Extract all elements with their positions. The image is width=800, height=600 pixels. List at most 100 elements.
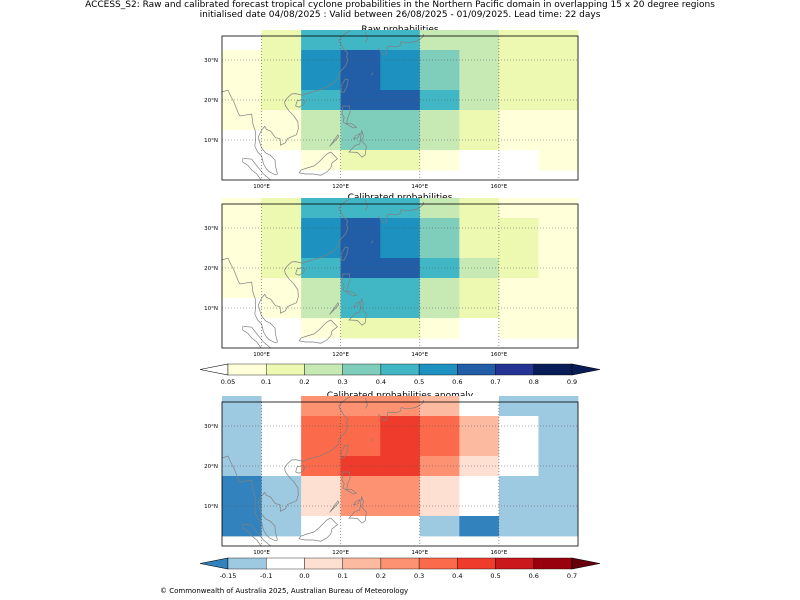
heatmap-cell <box>222 70 262 91</box>
coastline <box>221 30 351 176</box>
heatmap-cell <box>419 496 460 517</box>
y-tick-label: 30°N <box>204 424 218 430</box>
heatmap-cell <box>419 416 460 437</box>
heatmap-cell <box>459 198 500 219</box>
coastline <box>348 130 367 158</box>
coastline <box>348 298 367 326</box>
heatmap-cell <box>380 516 421 537</box>
figure-subtitle: initialised date 04/08/2025 : Valid betw… <box>199 10 601 20</box>
map-frame <box>221 401 579 547</box>
heatmap-cell <box>538 476 579 497</box>
coastline <box>221 198 351 344</box>
coastline <box>298 517 339 542</box>
heatmap-cell <box>538 516 579 537</box>
colorbar-tick-label: 0.3 <box>414 572 424 580</box>
y-tick-label: 10°N <box>204 138 218 144</box>
heatmap-cell <box>459 496 500 517</box>
heatmap-cell <box>538 318 579 339</box>
coastline <box>242 325 262 349</box>
heatmap-cell <box>459 150 500 171</box>
heatmap-cell <box>261 278 302 299</box>
colorbar-tick-label: 0.2 <box>376 572 386 580</box>
heatmap-cell <box>538 396 579 417</box>
heatmap-cell <box>459 90 500 111</box>
heatmap-cell <box>301 30 342 51</box>
heatmap-cell <box>261 476 302 497</box>
colorbar-segment <box>533 557 573 570</box>
coastline <box>221 396 351 542</box>
heatmap-cell <box>419 110 460 131</box>
coastline <box>341 273 358 297</box>
colorbar-tick-label: 0.8 <box>529 378 539 386</box>
colorbar-tick-label: 0.7 <box>490 378 500 386</box>
heatmap-cell <box>380 150 421 171</box>
heatmap-cell <box>222 456 262 477</box>
heatmap-cell <box>498 150 539 171</box>
colorbar-anomaly: -0.15 -0.1 0.0 0.1 0.2 0.3 0.4 0.5 0.6 0.7 <box>199 557 601 580</box>
colorbar-tick-label: 0.1 <box>261 378 271 386</box>
heatmap-cell <box>301 278 342 299</box>
x-tick-label: 160°E <box>491 184 508 190</box>
coastline <box>364 31 368 43</box>
coastline <box>295 267 306 276</box>
heatmap-cell <box>261 416 302 437</box>
coastline <box>370 72 374 76</box>
colorbar-tick-label: 0.9 <box>567 378 577 386</box>
colorbar-tick-label: 0.05 <box>221 378 235 386</box>
heatmap-cell <box>261 150 302 171</box>
heatmap-cell <box>419 30 460 51</box>
heatmap-cell <box>419 278 460 299</box>
coastline <box>348 496 367 524</box>
colorbar-tick-label: 0.1 <box>337 572 347 580</box>
heatmap-cell <box>380 278 421 299</box>
x-tick-label: 120°E <box>332 184 349 190</box>
heatmap-cell <box>459 436 500 457</box>
heatmap-cell <box>419 130 460 151</box>
colorbar-tick-label: 0.3 <box>337 378 347 386</box>
heatmap-cell <box>459 476 500 497</box>
heatmap-cell <box>222 318 262 339</box>
heatmap-cell <box>261 238 302 259</box>
heatmap-cell <box>222 30 262 51</box>
colorbar-tick-label: -0.1 <box>260 572 273 580</box>
coastline <box>353 132 361 140</box>
y-tick-label: 20°N <box>204 266 218 272</box>
heatmap-cell <box>380 50 421 71</box>
heatmap-cell <box>340 110 381 131</box>
heatmap-cell <box>261 456 302 477</box>
x-tick-label: 160°E <box>491 550 508 556</box>
map-frame <box>221 35 579 181</box>
colorbar-segment <box>304 557 343 570</box>
heatmap-cell <box>222 130 262 151</box>
heatmap-cell <box>301 476 342 497</box>
heatmap-cell <box>340 476 381 497</box>
heatmap-cell <box>498 416 539 437</box>
coastline <box>370 438 374 442</box>
heatmap-cell <box>498 436 539 457</box>
heatmap-cell <box>459 416 500 437</box>
heatmap-cell <box>498 258 539 279</box>
colorbar-segment <box>457 557 496 570</box>
coastline <box>329 500 340 513</box>
heatmap-cell <box>301 396 342 417</box>
colorbar-segment <box>457 363 496 376</box>
coastline <box>298 319 339 344</box>
colorbar-segment <box>495 363 534 376</box>
heatmap-cell <box>498 130 539 151</box>
colorbar-tick-label: 0.6 <box>529 572 539 580</box>
coastline <box>341 105 358 129</box>
heatmap-cell <box>340 238 381 259</box>
heatmap-cell <box>222 516 262 537</box>
coastline <box>341 471 358 495</box>
heatmap-cell <box>419 238 460 259</box>
coastline <box>242 523 262 547</box>
heatmap-cell <box>419 396 460 417</box>
heatmap-cell <box>498 318 539 339</box>
colorbar-extend-min <box>199 363 229 376</box>
heatmap-cell <box>459 258 500 279</box>
x-tick-label: 100°E <box>253 352 270 358</box>
heatmap-cell <box>459 30 500 51</box>
y-tick-label: 10°N <box>204 504 218 510</box>
heatmap-cell <box>380 238 421 259</box>
heatmap-cell <box>301 70 342 91</box>
